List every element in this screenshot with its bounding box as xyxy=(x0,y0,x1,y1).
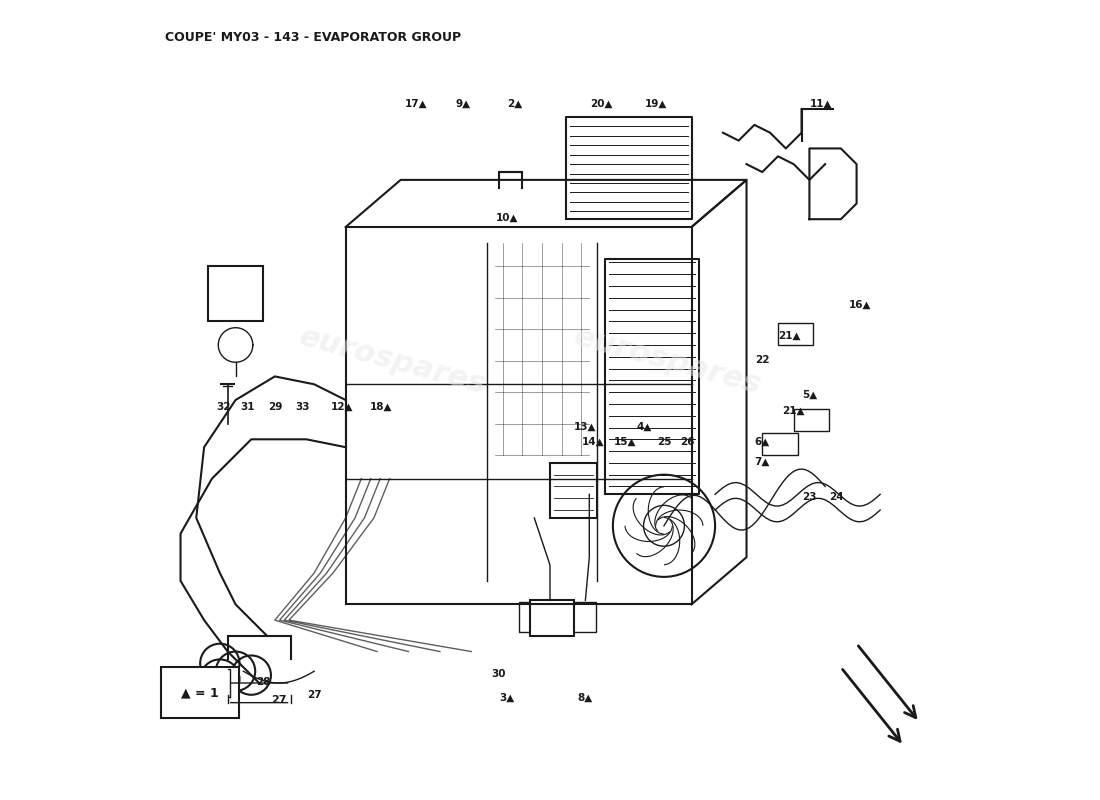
FancyBboxPatch shape xyxy=(530,601,573,636)
FancyBboxPatch shape xyxy=(518,602,557,632)
Text: 5▲: 5▲ xyxy=(802,390,817,400)
FancyBboxPatch shape xyxy=(794,410,829,431)
Text: 18▲: 18▲ xyxy=(370,402,393,412)
Text: 30: 30 xyxy=(492,669,506,679)
Text: 4▲: 4▲ xyxy=(637,422,652,431)
Text: 28: 28 xyxy=(256,677,271,687)
Text: 11▲: 11▲ xyxy=(810,99,833,109)
Text: 3▲: 3▲ xyxy=(499,693,515,702)
Text: 29: 29 xyxy=(267,402,282,412)
FancyBboxPatch shape xyxy=(208,266,263,322)
Text: 33: 33 xyxy=(295,402,309,412)
Text: 27: 27 xyxy=(271,694,286,705)
Text: 2▲: 2▲ xyxy=(507,99,522,109)
Text: 6▲: 6▲ xyxy=(755,437,770,447)
Text: 14▲: 14▲ xyxy=(582,437,605,447)
Text: 24: 24 xyxy=(829,492,844,502)
Text: 19▲: 19▲ xyxy=(645,99,668,109)
Text: 26: 26 xyxy=(680,437,695,447)
Text: 32: 32 xyxy=(217,402,231,412)
Text: 13▲: 13▲ xyxy=(574,422,596,431)
Text: eurospares: eurospares xyxy=(571,322,764,400)
Text: 21▲: 21▲ xyxy=(779,331,801,341)
Text: 25: 25 xyxy=(657,437,671,447)
Text: 16▲: 16▲ xyxy=(849,299,872,310)
Text: eurospares: eurospares xyxy=(296,322,490,400)
FancyBboxPatch shape xyxy=(762,433,798,455)
FancyBboxPatch shape xyxy=(558,602,595,632)
FancyBboxPatch shape xyxy=(161,667,240,718)
Text: 10▲: 10▲ xyxy=(495,213,518,223)
Text: 31: 31 xyxy=(240,402,254,412)
Text: 20▲: 20▲ xyxy=(590,99,613,109)
Text: 21▲: 21▲ xyxy=(782,406,805,416)
Text: 8▲: 8▲ xyxy=(578,693,593,702)
Text: 17▲: 17▲ xyxy=(405,99,428,109)
FancyBboxPatch shape xyxy=(550,463,597,518)
Text: 9▲: 9▲ xyxy=(456,99,471,109)
Text: ▲ = 1: ▲ = 1 xyxy=(182,686,219,699)
Text: 15▲: 15▲ xyxy=(614,437,636,447)
Text: 12▲: 12▲ xyxy=(330,402,353,412)
FancyBboxPatch shape xyxy=(778,323,813,345)
Text: COUPE' MY03 - 143 - EVAPORATOR GROUP: COUPE' MY03 - 143 - EVAPORATOR GROUP xyxy=(165,30,461,43)
Text: 7▲: 7▲ xyxy=(755,457,770,467)
Text: 23: 23 xyxy=(802,492,816,502)
Text: 22: 22 xyxy=(755,354,770,365)
Text: 27: 27 xyxy=(307,690,321,700)
